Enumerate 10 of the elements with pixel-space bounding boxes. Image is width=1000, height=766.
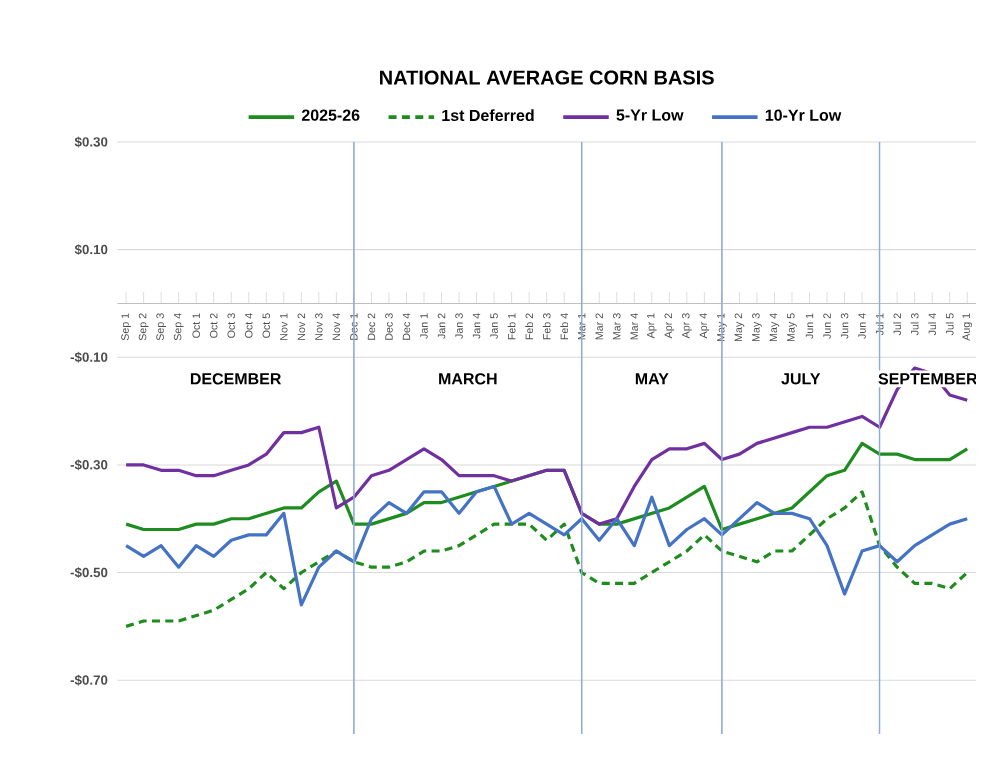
legend-label: 10-Yr Low	[765, 109, 842, 121]
legend-label: 5-Yr Low	[616, 109, 684, 121]
annotation: MARCH	[439, 373, 497, 385]
annotation: JULY	[781, 373, 821, 385]
legend-label: 1st Deferred	[442, 109, 534, 122]
legend-label: 2025-26	[301, 109, 360, 121]
annotation: SEPTEMBER	[878, 373, 978, 385]
chart-title: NATIONAL AVERAGE CORN BASIS	[380, 70, 714, 85]
annotation: DECEMBER	[190, 373, 282, 385]
annotation: MAY	[635, 373, 669, 385]
